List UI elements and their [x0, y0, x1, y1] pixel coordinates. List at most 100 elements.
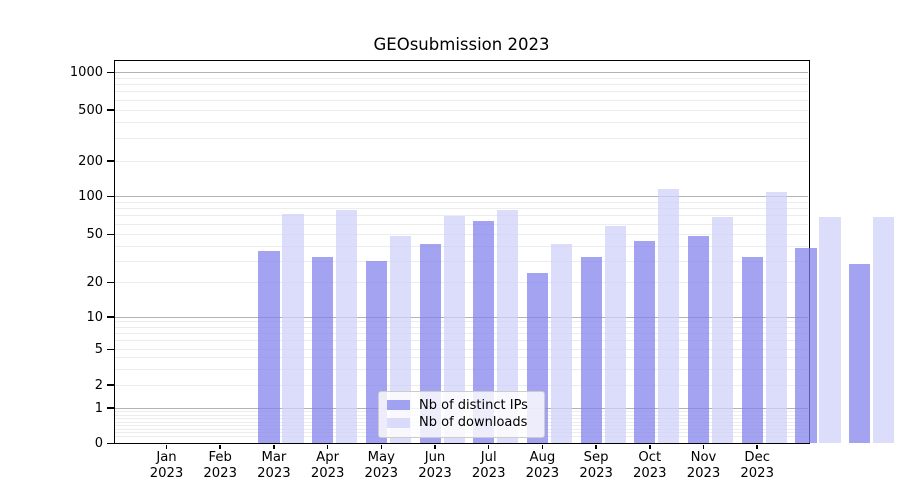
legend-label-distinct-ips: Nb of distinct IPs — [419, 397, 528, 413]
y-tick-label: 0 — [94, 436, 103, 451]
x-tick-label-sep: Sep 2023 — [564, 450, 628, 481]
bar-distinct-ips-jul — [580, 257, 602, 443]
x-tick-month: Sep — [583, 450, 609, 465]
x-tick-month: Apr — [316, 450, 339, 465]
x-tick-mark — [219, 444, 221, 449]
x-tick-mark — [595, 444, 597, 449]
bar-distinct-ips-dec — [849, 264, 871, 443]
legend: Nb of distinct IPs Nb of downloads — [378, 390, 545, 438]
legend-item-distinct-ips: Nb of distinct IPs — [387, 398, 536, 413]
x-tick-month: Jan — [156, 450, 177, 465]
bar-downloads-may — [497, 210, 519, 443]
x-tick-label-nov: Nov 2023 — [672, 450, 736, 481]
x-tick-month: Dec — [744, 450, 770, 465]
x-tick-mark — [702, 444, 705, 449]
gridline-minor — [114, 109, 808, 111]
x-tick-month: Mar — [261, 450, 287, 465]
y-tick-label: 500 — [78, 102, 103, 118]
x-tick-mark — [434, 444, 436, 449]
plot-area — [113, 59, 895, 444]
y-tick-mark — [106, 407, 114, 409]
gridline-minor — [114, 99, 808, 101]
x-tick-month: Jun — [424, 450, 446, 465]
x-tick-month: Jul — [480, 450, 497, 465]
x-tick-mark — [649, 444, 651, 449]
x-tick-label-jan: Jan 2023 — [135, 450, 199, 481]
y-tick-mark — [106, 316, 114, 318]
x-tick-year: 2023 — [418, 465, 452, 481]
bar-downloads-nov — [819, 217, 841, 443]
x-tick-label-feb: Feb 2023 — [188, 450, 252, 481]
bar-downloads-feb — [336, 210, 358, 443]
x-tick-mark — [326, 444, 329, 449]
bar-downloads-aug — [658, 188, 680, 443]
gridline-minor — [114, 137, 808, 139]
bar-downloads-apr — [443, 216, 465, 443]
y-tick-mark — [106, 233, 114, 236]
x-tick-year: 2023 — [686, 465, 721, 481]
x-tick-mark — [756, 444, 758, 449]
y-tick-label: 10 — [86, 309, 103, 325]
x-tick-mark — [487, 444, 490, 449]
legend-label-downloads: Nb of downloads — [419, 415, 528, 431]
y-tick-label: 1 — [94, 400, 103, 416]
x-tick-year: 2023 — [310, 465, 345, 481]
y-tick-label: 100 — [78, 189, 103, 204]
bar-downloads-jun — [550, 244, 573, 443]
bar-distinct-ips-nov — [795, 248, 817, 443]
x-tick-mark — [273, 444, 275, 449]
x-tick-year: 2023 — [633, 465, 667, 481]
x-tick-label-apr: Apr 2023 — [296, 450, 360, 481]
y-tick-mark — [106, 281, 114, 284]
legend-swatch-downloads — [387, 417, 410, 428]
x-tick-label-jul: Jul 2023 — [457, 450, 521, 481]
gridline-major — [114, 196, 808, 197]
bar-downloads-jul — [604, 225, 626, 443]
x-tick-year: 2023 — [257, 465, 291, 481]
y-tick-label: 50 — [86, 226, 103, 242]
y-tick-mark — [106, 384, 114, 386]
bar-distinct-ips-aug — [634, 240, 656, 443]
bar-downloads-sep — [712, 217, 734, 443]
gridline-minor — [114, 77, 808, 79]
bar-downloads-jan — [282, 213, 304, 443]
x-tick-mark — [165, 444, 168, 449]
y-tick-mark — [106, 160, 114, 162]
y-tick-mark — [106, 195, 114, 198]
x-tick-year: 2023 — [203, 465, 237, 481]
gridline-minor — [114, 121, 808, 123]
x-tick-month: Feb — [208, 450, 232, 465]
x-tick-year: 2023 — [149, 465, 184, 481]
x-tick-year: 2023 — [364, 465, 399, 481]
bar-downloads-dec — [873, 217, 895, 443]
y-tick-mark — [106, 71, 114, 74]
y-tick-label: 20 — [86, 275, 103, 291]
x-tick-mark — [380, 444, 383, 449]
legend-item-downloads: Nb of downloads — [387, 415, 536, 430]
bar-distinct-ips-jan — [258, 251, 280, 443]
gridline-major — [114, 72, 808, 73]
x-tick-year: 2023 — [579, 465, 613, 481]
x-tick-label-may: May 2023 — [349, 450, 413, 481]
bar-distinct-ips-feb — [312, 257, 334, 443]
bar-downloads-oct — [765, 192, 787, 443]
y-tick-label: 1000 — [69, 65, 103, 80]
y-tick-label: 5 — [94, 341, 103, 357]
bar-distinct-ips-sep — [688, 235, 710, 443]
x-tick-year: 2023 — [471, 465, 506, 481]
y-tick-mark — [106, 109, 114, 111]
x-tick-mark — [541, 444, 544, 449]
y-tick-mark — [106, 348, 114, 351]
gridline-minor — [114, 160, 808, 162]
gridline-minor — [114, 91, 808, 93]
chart-title: GEOsubmission 2023 — [373, 35, 550, 54]
gridline-minor — [114, 215, 808, 217]
y-tick-label: 200 — [78, 153, 103, 169]
gridline-minor — [114, 84, 808, 86]
x-tick-month: Oct — [638, 450, 662, 465]
x-tick-label-aug: Aug 2023 — [510, 450, 574, 481]
bar-distinct-ips-may — [473, 221, 495, 443]
bar-distinct-ips-oct — [741, 257, 763, 443]
x-tick-label-oct: Oct 2023 — [618, 450, 682, 481]
